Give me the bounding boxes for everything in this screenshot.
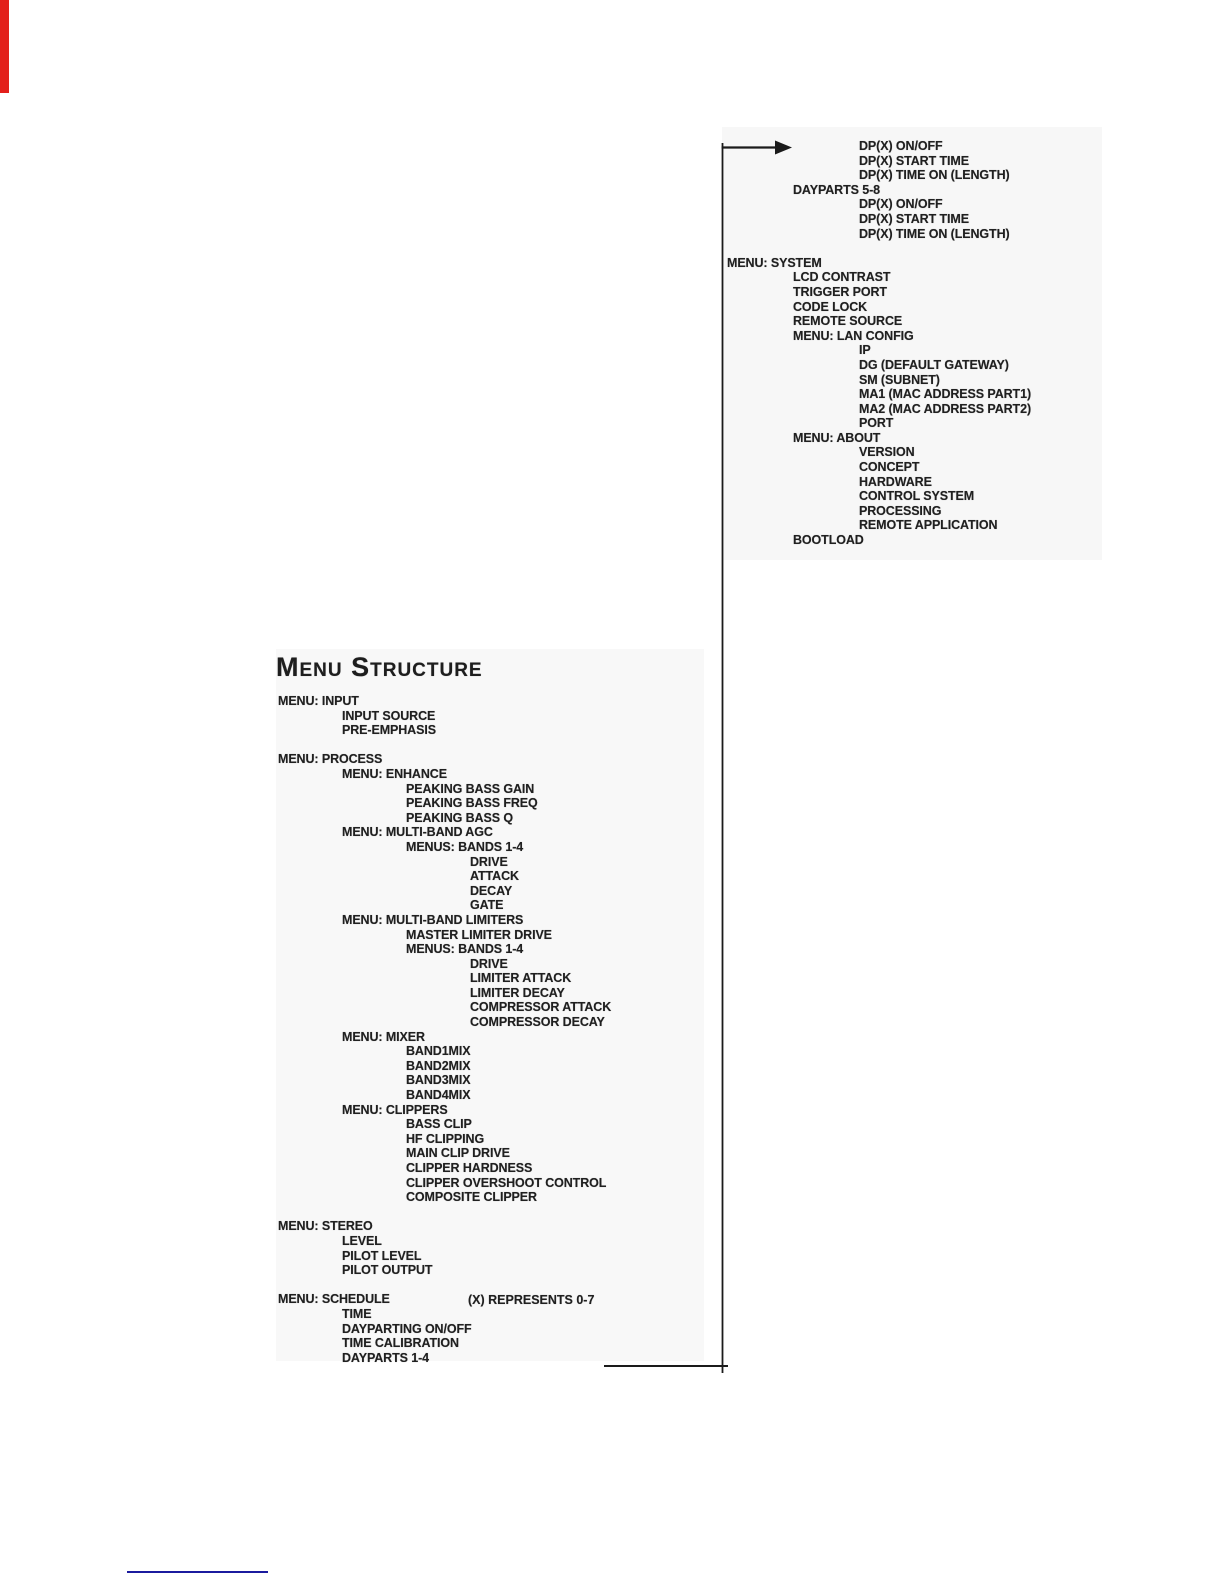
menu-item-line: DP(X) ON/OFF [859, 139, 943, 153]
menu-item-line: DG (DEFAULT GATEWAY) [859, 357, 1009, 372]
menu-item-line: PILOT LEVEL [342, 1248, 422, 1263]
menu-item-line: DP(X) TIME ON (LENGTH) [859, 226, 1010, 241]
menu-item-line: MENU: MULTI-BAND AGC [342, 825, 493, 840]
menu-item-line: REMOTE APPLICATION [859, 518, 998, 533]
menu-item-line: GATE [470, 898, 504, 913]
menu-item-line: DP(X) ON/OFF [859, 197, 943, 212]
menu-item-line: SM (SUBNET) [859, 372, 940, 387]
menu-item-line: PEAKING BASS FREQ [406, 796, 538, 811]
menu-item-line: LCD CONTRAST [793, 270, 891, 285]
menu-item-line: DP(X) START TIME [859, 153, 969, 168]
menu-item-line: COMPRESSOR DECAY [470, 1015, 605, 1030]
menu-tree-continuation: DP(X) ON/OFF DP(X) START TIME DP(X) TIME O… [727, 139, 1031, 548]
menu-item-line: CONTROL SYSTEM [859, 489, 975, 504]
menu-item-line: MENU: ENHANCE [342, 766, 447, 781]
menu-item-line: DP(X) TIME ON (LENGTH) [859, 168, 1010, 183]
menu-item-line: COMPRESSOR ATTACK [470, 1000, 612, 1015]
menu-item-line: MENU: MIXER [342, 1029, 425, 1044]
menu-item-line: MASTER LIMITER DRIVE [406, 927, 552, 942]
menu-item-line: MENUS: BANDS 1-4 [406, 942, 524, 957]
blank-line [727, 241, 1031, 256]
menu-item-line: PROCESSING [859, 503, 942, 518]
blank-line [278, 1278, 611, 1293]
menu-item-line: DRIVE [470, 854, 508, 869]
menu-item-line: BAND3MIX [406, 1073, 471, 1088]
menu-item-line: MENU: SCHEDULE [278, 1292, 390, 1307]
menu-item-line: TRIGGER PORT [793, 284, 887, 299]
menu-item-line: BASS CLIP [406, 1117, 472, 1132]
menu-item-line: BOOTLOAD [793, 533, 864, 548]
menu-item-line: MENU: INPUT [278, 694, 359, 708]
menu-item-line: INPUT SOURCE [342, 708, 436, 723]
blank-line [278, 1205, 611, 1220]
menu-item-line: DAYPARTS 5-8 [793, 182, 881, 197]
page-title: Menu Structure [276, 652, 483, 682]
menu-item-line: MENUS: BANDS 1-4 [406, 839, 524, 854]
menu-item-line: MENU: PROCESS [278, 752, 383, 767]
schedule-variable-note: (X) REPRESENTS 0-7 [468, 1293, 595, 1307]
menu-item-line: DAYPARTING ON/OFF [342, 1321, 472, 1336]
menu-item-line: HF CLIPPING [406, 1131, 485, 1146]
menu-item-line: LIMITER DECAY [470, 985, 565, 1000]
menu-item-line: MENU: LAN CONFIG [793, 328, 914, 343]
menu-item-line: LIMITER ATTACK [470, 971, 572, 986]
menu-item-line: MENU: ABOUT [793, 430, 881, 445]
menu-item-line: MA2 (MAC ADDRESS PART2) [859, 401, 1032, 416]
menu-item-line: REMOTE SOURCE [793, 314, 903, 329]
scan-shading-left [276, 649, 704, 1361]
menu-item-line: BAND1MIX [406, 1044, 471, 1059]
menu-item-line: MENU: STEREO [278, 1219, 373, 1234]
menu-item-line: LEVEL [342, 1233, 382, 1248]
blank-line [278, 738, 611, 753]
menu-item-line: DECAY [470, 883, 513, 898]
menu-item-line: DP(X) START TIME [859, 211, 969, 226]
menu-item-line: PILOT OUTPUT [342, 1263, 433, 1278]
menu-item-line: PEAKING BASS GAIN [406, 781, 535, 796]
menu-item-line: PEAKING BASS Q [406, 810, 513, 825]
menu-item-line: COMPOSITE CLIPPER [406, 1190, 537, 1205]
menu-item-line: TIME CALIBRATION [342, 1336, 459, 1351]
menu-item-line: IP [859, 343, 871, 358]
menu-item-line: CONCEPT [859, 460, 920, 475]
menu-item-line: MAIN CLIP DRIVE [406, 1146, 510, 1161]
menu-item-line: DRIVE [470, 956, 508, 971]
menu-item-line: HARDWARE [859, 474, 932, 489]
scan-shading-right [722, 127, 1102, 560]
red-edge-marker [0, 0, 9, 93]
menu-item-line: MENU: CLIPPERS [342, 1102, 448, 1117]
menu-item-line: CODE LOCK [793, 299, 868, 314]
menu-item-line: CLIPPER HARDNESS [406, 1161, 533, 1175]
menu-item-line: PORT [859, 416, 894, 431]
menu-item-line: BAND4MIX [406, 1088, 471, 1103]
menu-item-line: MENU: SYSTEM [727, 255, 822, 270]
menu-item-line: CLIPPER OVERSHOOT CONTROL [406, 1175, 607, 1190]
menu-item-line: TIME [342, 1306, 372, 1321]
menu-item-line: MA1 (MAC ADDRESS PART1) [859, 387, 1032, 402]
menu-item-line: MENU: MULTI-BAND LIMITERS [342, 912, 524, 927]
menu-item-line: VERSION [859, 445, 915, 460]
footer-link-underline[interactable] [127, 1571, 268, 1573]
menu-item-line: PRE-EMPHASIS [342, 723, 436, 738]
menu-item-line: BAND2MIX [406, 1058, 471, 1073]
menu-item-line: ATTACK [470, 869, 519, 884]
menu-item-line: DAYPARTS 1-4 [342, 1350, 430, 1365]
menu-tree-main: MENU: INPUT INPUT SOURCE PRE-EMPHASIS MENU:… [278, 694, 611, 1365]
